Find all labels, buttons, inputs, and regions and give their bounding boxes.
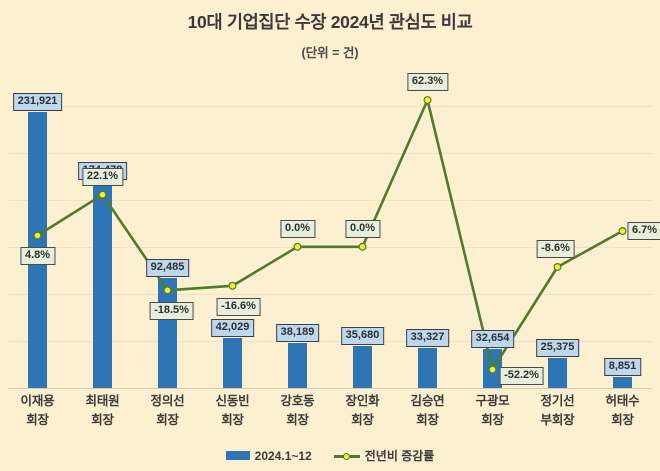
category-tick-label: 허태수 회장	[605, 394, 640, 427]
bar-value-label: 38,189	[275, 323, 320, 342]
line-series	[33, 96, 627, 374]
trend-line-marker[interactable]	[358, 242, 367, 251]
bar[interactable]	[223, 338, 242, 388]
trend-line-marker[interactable]	[228, 281, 237, 290]
bar-value-label: 231,921	[12, 93, 63, 112]
legend-line-label: 전년비 증감률	[364, 449, 435, 463]
bar-value-label: 92,485	[145, 259, 190, 278]
plot-area: 231,921174,47892,48542,02938,18935,68033…	[8, 73, 660, 389]
trend-percent-label: 22.1%	[81, 167, 124, 186]
trend-percent-label: 4.8%	[19, 247, 56, 266]
chart-title: 10대 기업집단 수장 2024년 관심도 비교	[187, 12, 473, 32]
bar[interactable]	[93, 180, 112, 388]
trend-percent-label: 0.0%	[279, 219, 316, 238]
chart-subtitle: (단위 = 건)	[301, 46, 359, 60]
trend-line	[36, 98, 624, 371]
bar-value-label: 33,327	[405, 329, 450, 348]
bar-value-label: 42,029	[210, 319, 255, 338]
trend-percent-label: -18.5%	[149, 302, 194, 321]
bar-value-label: 8,851	[603, 358, 642, 377]
category-tick-label: 강호동 회장	[280, 394, 315, 427]
trend-percent-label: -16.6%	[216, 297, 261, 316]
trend-percent-label: 6.7%	[626, 221, 660, 240]
axis-baseline	[8, 388, 652, 389]
bar[interactable]	[288, 342, 307, 388]
trend-line-marker[interactable]	[553, 263, 562, 272]
bar[interactable]	[418, 348, 437, 388]
category-axis: 이재용 회장 최태원 회장 정의선 회장 신동빈 회장 강호동 회장 장인화 회장 김승연 회장 구광모 회장…	[8, 392, 652, 442]
trend-line-marker[interactable]	[163, 286, 172, 295]
legend-bar-label: 2024.1~12	[254, 448, 312, 463]
gridline	[8, 200, 652, 201]
trend-line-marker[interactable]	[33, 231, 42, 240]
category-tick-label: 구광모 회장	[475, 394, 510, 427]
category-tick-label: 신동빈 회장	[215, 394, 250, 427]
bar[interactable]	[613, 377, 632, 388]
trend-line-marker[interactable]	[618, 227, 627, 236]
trend-line-marker[interactable]	[293, 242, 302, 251]
legend-bar-swatch-icon	[225, 451, 250, 460]
bar[interactable]	[353, 345, 372, 388]
category-tick-label: 장인화 회장	[345, 394, 380, 427]
trend-percent-label: 62.3%	[406, 73, 449, 92]
bar[interactable]	[548, 357, 567, 388]
trend-line-marker[interactable]	[488, 365, 497, 374]
category-tick-label: 정기선 부회장	[540, 394, 575, 427]
legend-item-line[interactable]: 전년비 증감률	[333, 447, 435, 464]
bar-value-label: 32,654	[470, 330, 515, 349]
bar-value-label: 35,680	[340, 326, 385, 345]
gridline	[8, 294, 652, 295]
trend-percent-label: 0.0%	[344, 219, 381, 238]
gridline	[8, 153, 652, 154]
trend-line-markers	[33, 96, 627, 374]
category-tick-label: 정의선 회장	[150, 394, 185, 427]
legend-line-swatch-icon	[333, 451, 360, 460]
bar-value-label: 25,375	[535, 338, 580, 357]
chart-legend: 2024.1~12 전년비 증감률	[0, 447, 660, 464]
category-tick-label: 이재용 회장	[20, 394, 55, 427]
category-tick-label: 김승연 회장	[410, 394, 445, 427]
gridline	[8, 106, 652, 107]
trend-line-marker[interactable]	[423, 96, 432, 105]
category-tick-label: 최태원 회장	[85, 394, 120, 427]
gridline	[8, 341, 652, 342]
legend-item-bar[interactable]: 2024.1~12	[225, 448, 312, 463]
trend-line-marker[interactable]	[98, 190, 107, 199]
trend-percent-label: -52.2%	[499, 366, 544, 385]
trend-percent-label: -8.6%	[536, 240, 575, 258]
